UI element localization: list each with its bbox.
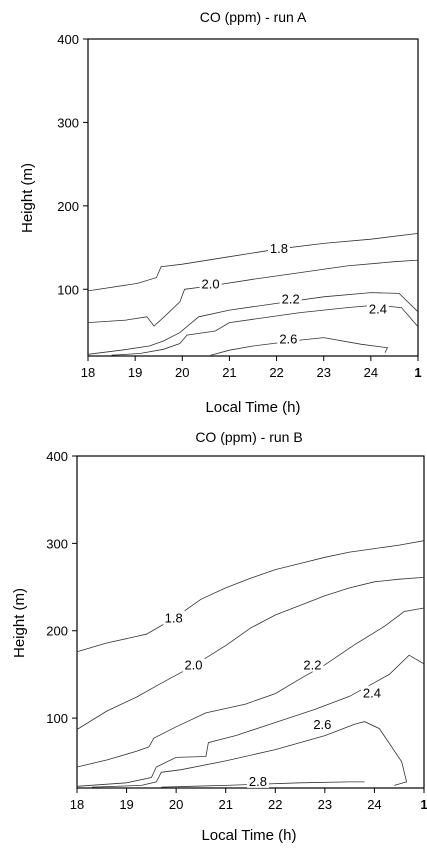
contour-label-bg: [246, 773, 269, 788]
plot-frame: [76, 455, 425, 789]
x-tick-label: 21: [222, 365, 236, 380]
contour-line-2.2: [76, 607, 425, 768]
x-tick-label: 23: [318, 797, 332, 812]
x-tick-label: 20: [175, 365, 189, 380]
x-tick-label: 20: [169, 797, 183, 812]
y-tick-label: 200: [57, 199, 79, 214]
y-tick-label: 100: [46, 711, 68, 726]
y-tick-label: 400: [46, 449, 68, 464]
contour-label: 1.8: [270, 241, 288, 256]
contour-label: 2.4: [369, 301, 387, 316]
contour-label: 1.8: [165, 611, 183, 626]
x-axis-label: Local Time (h): [205, 399, 300, 416]
y-axis-label: Height (m): [11, 588, 28, 658]
y-tick-label: 300: [46, 536, 68, 551]
contour-line-2.6: [210, 337, 388, 356]
contour-label-bg: [277, 331, 300, 346]
x-axis-label: Local Time (h): [201, 827, 296, 844]
x-tick-label: 24: [367, 797, 381, 812]
contour-label-bg: [366, 301, 389, 316]
contour-label: 2.0: [202, 276, 220, 291]
contour-label: 2.6: [279, 331, 297, 346]
contour-line-2.2: [87, 292, 419, 355]
contour-label-bg: [279, 291, 302, 306]
x-tick-label: 23: [316, 365, 330, 380]
x-tick-label: 18: [70, 797, 84, 812]
x-tick-label: 21: [218, 797, 232, 812]
contour-label-bg: [311, 717, 334, 732]
contour-label-bg: [301, 657, 324, 672]
contour-label: 2.2: [282, 291, 300, 306]
chart-title: CO (ppm) - run B: [195, 429, 302, 445]
contour-label: 2.6: [313, 717, 331, 732]
contour-label: 2.0: [184, 658, 202, 673]
contour-label: 2.2: [303, 658, 321, 673]
contour-line-1.8: [76, 540, 425, 653]
contour-line-1.8: [87, 233, 419, 292]
x-tick-label: 1: [420, 797, 427, 812]
contour-label-bg: [267, 241, 290, 256]
chart-title: CO (ppm) - run A: [200, 9, 307, 25]
y-tick-label: 400: [57, 32, 79, 47]
y-tick-label: 200: [46, 624, 68, 639]
y-axis-label: Height (m): [19, 163, 36, 233]
x-tick-label: 22: [268, 797, 282, 812]
contour-line-2.0: [76, 577, 425, 730]
y-tick-label: 100: [57, 282, 79, 297]
x-tick-label: 22: [269, 365, 283, 380]
y-tick-label: 300: [57, 115, 79, 130]
plot-frame: [87, 38, 419, 357]
contour-line-2.6: [91, 721, 408, 788]
x-tick-label: 19: [119, 797, 133, 812]
x-tick-label: 1: [414, 365, 421, 380]
contour-label: 2.8: [249, 774, 267, 789]
contour-label-bg: [162, 610, 185, 625]
chart-panel-run-a: CO (ppm) - run A Local Time (h) Height (…: [19, 9, 422, 416]
contour-line-2.0: [87, 259, 419, 327]
x-tick-label: 24: [364, 365, 378, 380]
chart-panel-run-b: CO (ppm) - run B Local Time (h) Height (…: [11, 429, 427, 844]
contour-label: 2.4: [363, 686, 381, 701]
x-tick-label: 19: [128, 365, 142, 380]
contour-label-bg: [199, 276, 222, 291]
contour-label-bg: [360, 685, 383, 700]
contour-line-2.4: [76, 654, 425, 787]
x-tick-label: 18: [81, 365, 95, 380]
contour-label-bg: [182, 657, 205, 672]
